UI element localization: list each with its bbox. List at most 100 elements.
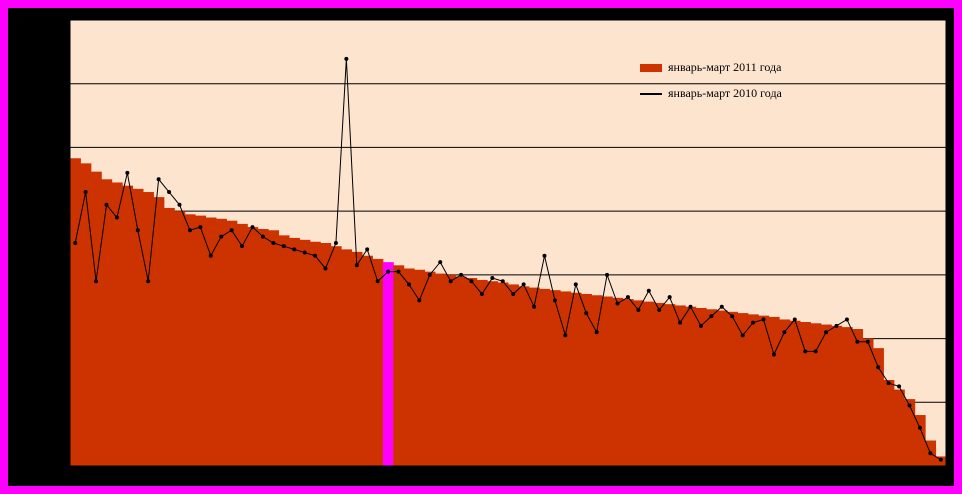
bar: [174, 211, 186, 466]
point: [240, 244, 245, 249]
bar: [820, 324, 832, 466]
bar: [560, 291, 572, 466]
point: [386, 269, 391, 274]
y-tick-label: 0: [44, 208, 58, 214]
bar: [424, 271, 436, 466]
point: [396, 269, 401, 274]
point: [771, 352, 776, 357]
bar: [330, 246, 342, 466]
bar: [914, 415, 926, 466]
bar: [716, 310, 728, 466]
bar: [487, 281, 499, 466]
bar: [80, 163, 92, 466]
point: [709, 314, 714, 319]
bar: [90, 171, 102, 466]
bar: [643, 301, 655, 466]
bar: [695, 307, 707, 466]
point: [323, 266, 328, 271]
point: [917, 425, 922, 430]
bar: [163, 207, 175, 466]
bar: [247, 227, 259, 466]
bar: [320, 243, 332, 466]
point: [281, 244, 286, 249]
bar: [403, 268, 415, 466]
point: [897, 384, 902, 389]
point: [678, 320, 683, 325]
bar: [768, 316, 780, 466]
point: [500, 279, 505, 284]
point: [438, 260, 443, 265]
point: [73, 241, 78, 245]
bar: [435, 273, 446, 466]
point: [146, 279, 151, 284]
bar: [111, 182, 123, 466]
point: [563, 333, 568, 338]
bar: [549, 290, 561, 466]
point: [198, 225, 203, 230]
point: [532, 304, 537, 309]
bar: [497, 282, 509, 466]
plot-border: [69, 19, 947, 467]
point: [782, 330, 787, 335]
point: [365, 247, 370, 252]
point: [615, 301, 620, 306]
point: [344, 56, 349, 61]
y-tick-label: 6: [44, 272, 58, 278]
bar: [278, 235, 290, 466]
bar: [810, 323, 822, 466]
point: [459, 272, 464, 277]
point: [490, 276, 495, 281]
bar: [654, 302, 665, 466]
point: [792, 317, 797, 322]
bar: [132, 188, 144, 467]
bar: [268, 230, 280, 466]
bar: [612, 297, 624, 466]
point: [657, 307, 662, 312]
bar: [289, 237, 300, 466]
point: [761, 317, 766, 322]
point: [83, 190, 88, 195]
bar: [226, 220, 238, 466]
point: [135, 228, 140, 233]
point: [719, 304, 724, 309]
bar: [581, 293, 592, 466]
bar: [747, 314, 759, 466]
point: [876, 365, 881, 370]
y-tick-label: 6: [44, 17, 58, 23]
point: [542, 253, 547, 258]
bar: [445, 274, 457, 466]
legend-swatch: [640, 64, 662, 72]
point: [865, 339, 870, 344]
point: [177, 202, 182, 207]
point: [187, 228, 192, 233]
y-tick-label: 6: [44, 81, 58, 87]
point: [813, 349, 818, 354]
bar: [893, 389, 905, 466]
bar: [70, 158, 81, 466]
bar: [633, 300, 645, 466]
bar: [414, 269, 426, 466]
bar: [143, 192, 154, 466]
bar: [862, 338, 874, 466]
bar: [831, 325, 843, 466]
bar: [685, 306, 697, 466]
point: [511, 291, 516, 296]
point: [552, 298, 557, 303]
bar: [205, 217, 217, 466]
bar: [195, 215, 207, 466]
bar: [153, 197, 165, 466]
point: [646, 288, 651, 293]
y-tick-label: 6: [44, 144, 58, 150]
point: [886, 381, 891, 386]
bar: [706, 309, 718, 466]
bar: [674, 305, 686, 466]
y-tick-label: 0: [44, 463, 58, 469]
point: [573, 282, 578, 287]
point: [907, 403, 912, 408]
point: [313, 253, 318, 258]
bar: [591, 295, 603, 466]
point: [104, 202, 109, 207]
bar: [789, 320, 801, 466]
point: [302, 250, 307, 255]
point: [834, 323, 839, 328]
